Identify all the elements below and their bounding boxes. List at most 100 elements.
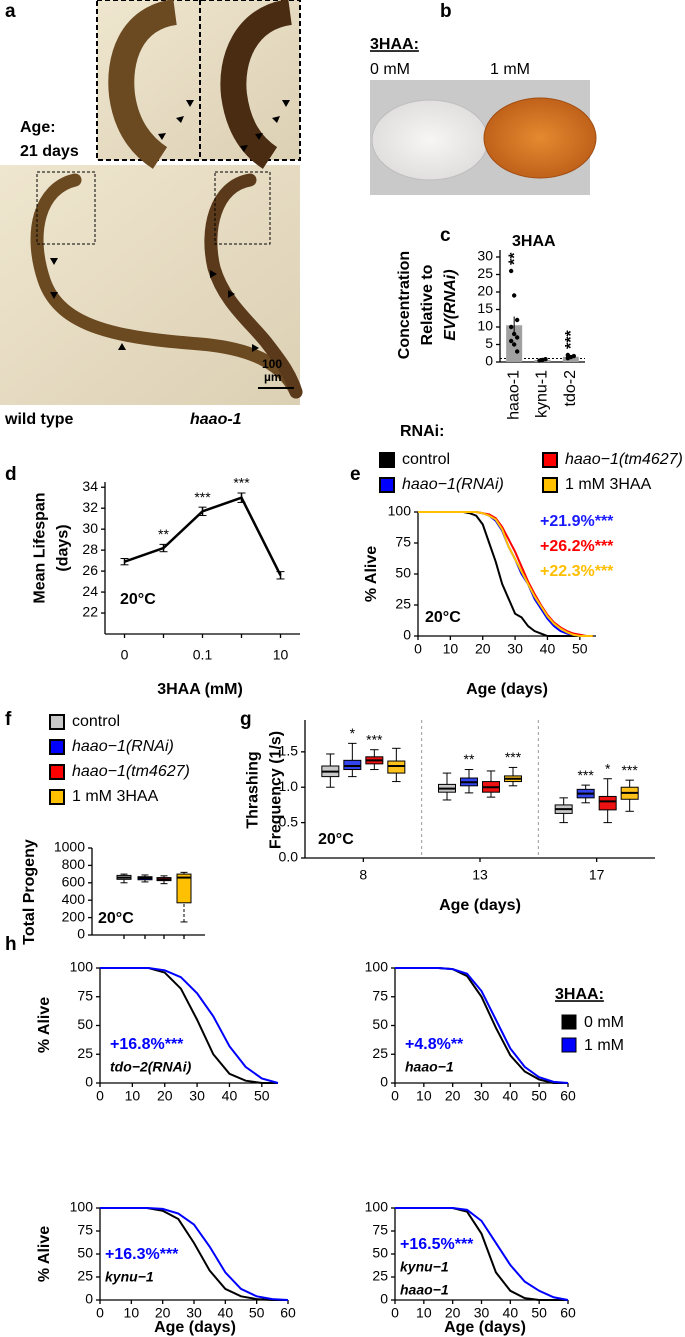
x-axis-label: Age (days) <box>439 897 521 914</box>
genotype-label: haao-1 <box>190 411 242 428</box>
legend-swatch <box>561 1014 577 1030</box>
y-tick-label: 24 <box>82 583 98 599</box>
age-label: Age: <box>20 119 56 136</box>
genotype-label: haao−1 <box>400 1282 449 1298</box>
y-tick-label: 100 <box>365 1199 389 1215</box>
legend-swatch <box>49 764 65 780</box>
y-tick-label: 1000 <box>54 839 85 855</box>
data-point <box>565 352 571 358</box>
significance-label: * <box>605 760 611 776</box>
legend-label: 1 mM 3HAA <box>72 788 159 805</box>
y-tick-label: 0 <box>85 1074 93 1090</box>
y-axis-label: % Alive <box>363 546 380 602</box>
legend-swatch <box>542 477 558 493</box>
annotation: +21.9%*** <box>540 513 614 530</box>
y-axis-label: (days) <box>55 524 72 571</box>
y-tick-label: 0 <box>485 353 493 369</box>
y-tick-label: 1.5 <box>279 743 299 759</box>
category-label: haao-1 <box>505 370 522 420</box>
survival-curve <box>100 967 279 1084</box>
y-tick-label: 5 <box>485 335 493 351</box>
y-tick-label: 25 <box>372 1268 388 1284</box>
significance-label: *** <box>621 762 638 778</box>
y-tick-label: 28 <box>82 541 98 557</box>
x-axis-label: 3HAA (mM) <box>157 681 243 698</box>
legend-label: haao−1(tm4627) <box>72 763 190 780</box>
y-tick-label: 25 <box>77 1268 93 1284</box>
y-axis-label: % Alive <box>36 997 53 1053</box>
genotype-label: tdo−2(RNAi) <box>110 1059 192 1075</box>
x-tick-label: 40 <box>218 1305 234 1321</box>
y-tick-label: 32 <box>82 499 98 515</box>
x-tick-label: 30 <box>474 1088 490 1104</box>
legend-label: 0 mM <box>584 1014 624 1031</box>
legend-label: 1 mM <box>584 1037 624 1054</box>
significance-label: *** <box>563 330 580 349</box>
category-title: RNAi: <box>400 423 444 440</box>
condition-label: 1 mM <box>490 61 530 78</box>
y-tick-label: 0 <box>85 1291 93 1307</box>
bar <box>562 356 579 362</box>
legend-label: haao−1(tm4627) <box>565 451 683 468</box>
data-point <box>514 317 520 323</box>
x-tick-label: 40 <box>222 1088 238 1104</box>
x-tick-label: 60 <box>560 1088 576 1104</box>
x-tick-label: 8 <box>359 867 367 883</box>
panel-label: h <box>5 934 17 955</box>
dish-photo <box>370 80 597 195</box>
x-tick-label: 20 <box>445 1305 461 1321</box>
data-point <box>508 338 514 344</box>
data-point <box>511 293 517 298</box>
y-axis-label: EV(RNAi) <box>442 269 459 340</box>
y-tick-label: 600 <box>62 874 86 890</box>
data-point <box>511 342 517 347</box>
y-tick-label: 0 <box>403 627 411 643</box>
y-tick-label: 34 <box>82 478 98 494</box>
panel-label: d <box>5 464 17 485</box>
x-tick-label: 10 <box>273 647 289 663</box>
x-tick-label: 40 <box>540 641 556 657</box>
genotype-label: wild type <box>4 411 74 428</box>
annotation: +16.3%*** <box>105 1246 179 1263</box>
scale-bar-label: 100 <box>262 357 282 371</box>
genotype-label: kynu−1 <box>400 1259 449 1275</box>
y-tick-label: 50 <box>372 1016 388 1032</box>
x-tick-label: 0 <box>391 1088 399 1104</box>
x-tick-label: 50 <box>249 1305 265 1321</box>
box <box>598 795 617 811</box>
panel-label: b <box>440 1 452 22</box>
y-tick-label: 1.0 <box>279 778 299 794</box>
x-tick-label: 13 <box>472 867 488 883</box>
legend-swatch <box>49 739 65 755</box>
y-tick-label: 25 <box>395 596 411 612</box>
x-tick-label: 50 <box>254 1088 270 1104</box>
y-tick-label: 50 <box>77 1016 93 1032</box>
y-tick-label: 0.0 <box>279 849 299 865</box>
data-point <box>514 349 520 354</box>
condition-title: 3HAA: <box>370 36 419 53</box>
y-tick-label: 50 <box>372 1245 388 1261</box>
x-tick-label: 20 <box>475 641 491 657</box>
annotation: +16.8%*** <box>110 1036 184 1053</box>
category-label: kynu-1 <box>534 370 551 418</box>
y-tick-label: 20 <box>477 283 493 299</box>
x-tick-label: 0 <box>121 647 129 663</box>
y-axis-label: Total Progeny <box>21 839 38 945</box>
micrograph <box>0 0 303 405</box>
box <box>343 759 362 771</box>
y-tick-label: 25 <box>477 265 493 281</box>
x-tick-label: 20 <box>445 1088 461 1104</box>
y-tick-label: 30 <box>477 248 493 264</box>
condition-label: 20°C <box>318 831 354 848</box>
significance-label: *** <box>366 731 383 747</box>
y-axis-label: Relative to <box>419 264 436 345</box>
y-tick-label: 75 <box>395 534 411 550</box>
significance-label: *** <box>505 749 522 765</box>
y-tick-label: 400 <box>62 891 86 907</box>
box <box>387 760 406 774</box>
data-point <box>508 324 514 330</box>
x-tick-label: 10 <box>124 1305 140 1321</box>
y-tick-label: 10 <box>477 318 493 334</box>
condition-label: 20°C <box>98 910 134 927</box>
